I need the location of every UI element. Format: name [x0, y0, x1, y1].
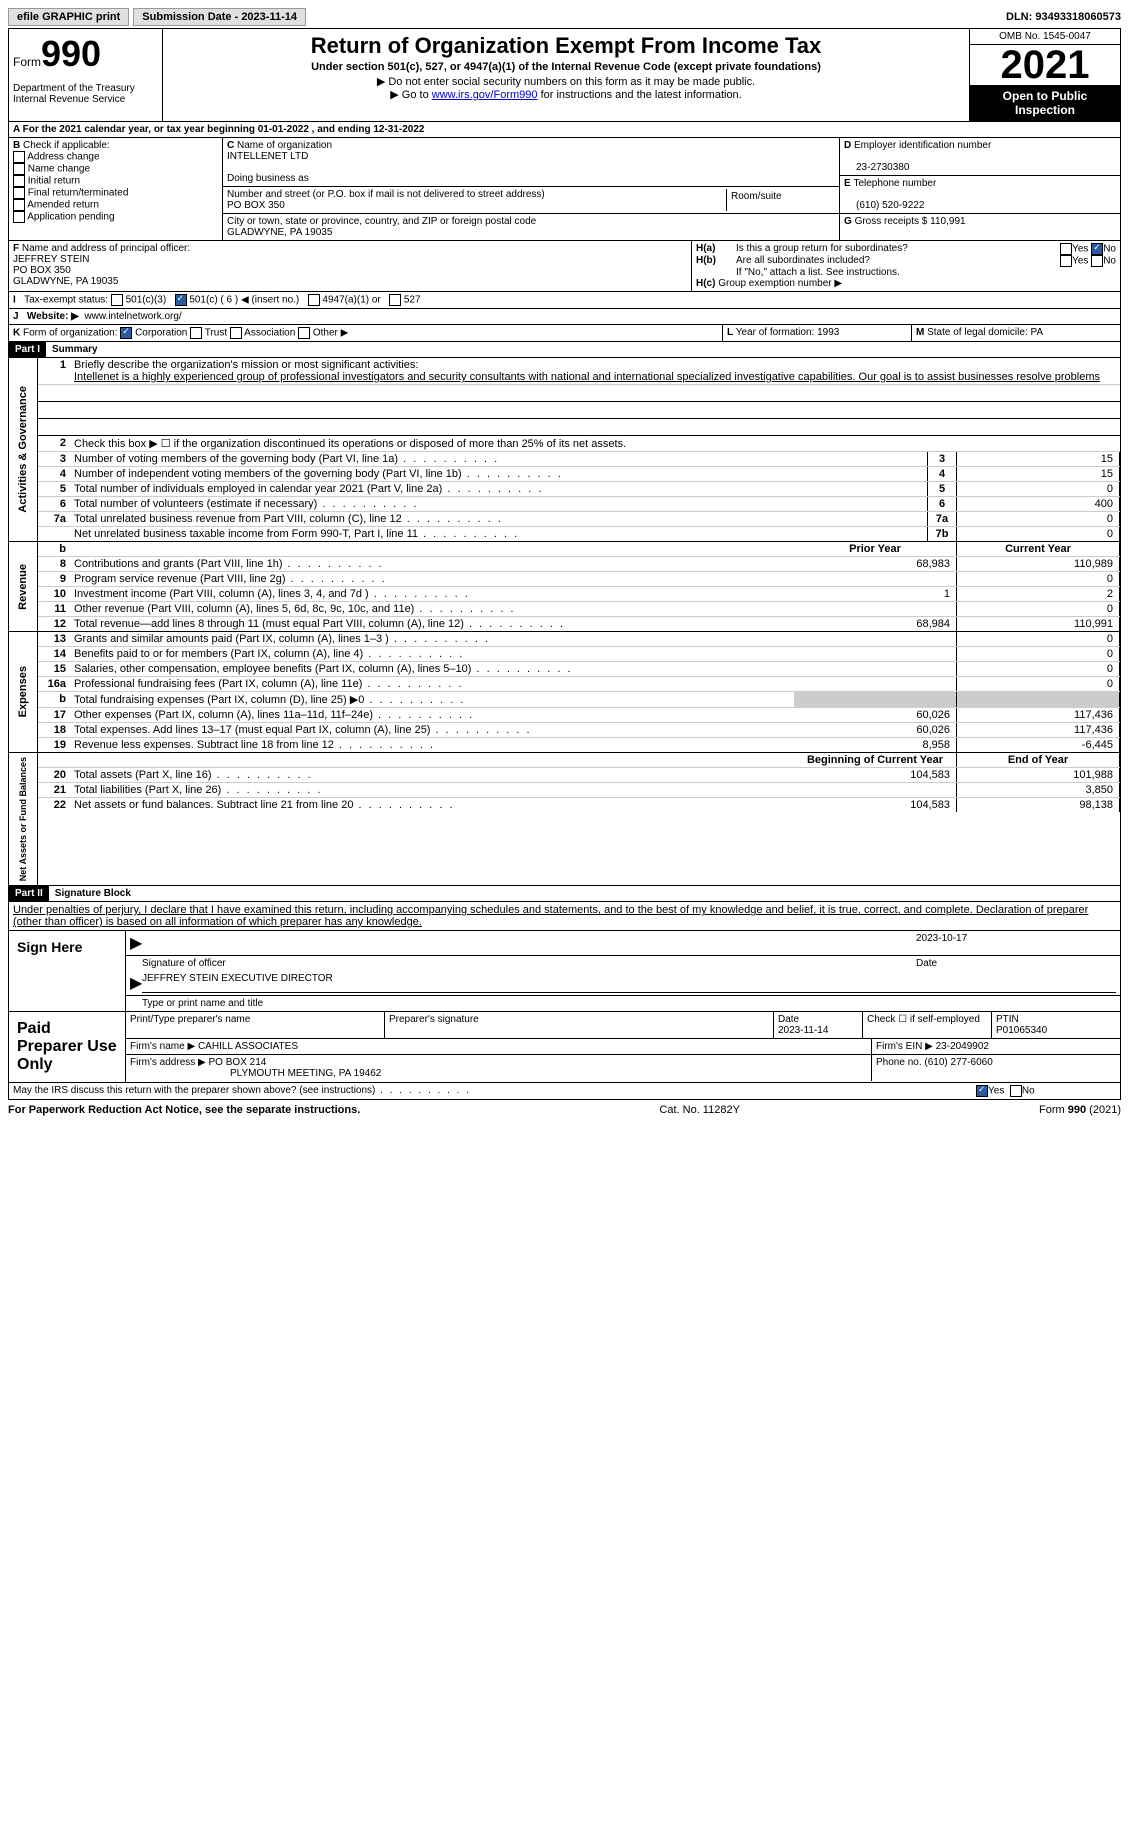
form-number: 990 [41, 33, 101, 74]
paid-preparer-label: Paid Preparer Use Only [9, 1012, 126, 1082]
line-a: A For the 2021 calendar year, or tax yea… [9, 122, 1120, 137]
firm-ein: 23-2049902 [936, 1041, 989, 1052]
firm-phone: (610) 277-6060 [924, 1057, 992, 1068]
note-ssn: Do not enter social security numbers on … [167, 75, 965, 88]
form-title: Return of Organization Exempt From Incom… [167, 33, 965, 59]
self-employed-check[interactable]: Check ☐ if self-employed [863, 1012, 992, 1038]
net-label: Net Assets or Fund Balances [16, 753, 30, 885]
rev-label: Revenue [15, 560, 31, 614]
ptin: P01065340 [996, 1025, 1047, 1036]
declaration: Under penalties of perjury, I declare th… [9, 902, 1120, 930]
phone: (610) 520-9222 [844, 200, 924, 211]
sign-here-label: Sign Here [9, 931, 126, 1011]
prep-sig-label: Preparer's signature [385, 1012, 774, 1038]
col-end: End of Year [957, 753, 1120, 767]
sig-date: 2023-10-17 [916, 933, 1116, 953]
org-city: GLADWYNE, PA 19035 [227, 227, 332, 238]
prep-name-label: Print/Type preparer's name [126, 1012, 385, 1038]
col-current: Current Year [957, 542, 1120, 556]
col-prior: Prior Year [794, 542, 957, 556]
q1: Briefly describe the organization's miss… [70, 358, 1120, 384]
form-header: Form990 Department of the Treasury Inter… [8, 28, 1121, 122]
block-d-e-g: D Employer identification number 23-2730… [839, 138, 1120, 240]
block-f: F Name and address of principal officer:… [9, 241, 691, 291]
block-h: H(a)Is this a group return for subordina… [691, 241, 1120, 291]
discuss-question: May the IRS discuss this return with the… [9, 1083, 972, 1099]
tax-year: 2021 [970, 45, 1120, 85]
footer-left: For Paperwork Reduction Act Notice, see … [8, 1104, 360, 1116]
q2: Check this box ▶ ☐ if the organization d… [70, 436, 1120, 451]
block-c: C Name of organization INTELLENET LTD Do… [222, 138, 839, 240]
part2-header: Part II [9, 886, 49, 901]
line-l: L Year of formation: 1993 [722, 325, 911, 341]
exp-label: Expenses [15, 662, 31, 721]
officer-name: JEFFREY STEIN EXECUTIVE DIRECTOR [142, 973, 1116, 993]
line-i: I Tax-exempt status: 501(c)(3) 501(c) ( … [9, 292, 1120, 308]
line-k: K Form of organization: Corporation Trus… [9, 325, 722, 341]
submission-button[interactable]: Submission Date - 2023-11-14 [133, 8, 306, 26]
footer-mid: Cat. No. 11282Y [659, 1104, 740, 1116]
note-link: ▶ Go to www.irs.gov/Form990 for instruct… [167, 88, 965, 101]
ein: 23-2730380 [844, 162, 909, 173]
form-label: Form [13, 55, 41, 69]
line-m: M State of legal domicile: PA [911, 325, 1120, 341]
dept-text: Department of the Treasury Internal Reve… [13, 83, 158, 105]
efile-button[interactable]: efile GRAPHIC print [8, 8, 129, 26]
org-name: INTELLENET LTD [227, 151, 308, 162]
form-subtitle: Under section 501(c), 527, or 4947(a)(1)… [167, 61, 965, 73]
part1-header: Part I [9, 342, 46, 357]
open-inspection: Open to Public Inspection [970, 85, 1120, 121]
gross-receipts: 110,991 [930, 216, 965, 227]
gov-label: Activities & Governance [15, 382, 31, 517]
irs-link[interactable]: www.irs.gov/Form990 [432, 89, 538, 101]
block-b: B Check if applicable: Address change Na… [9, 138, 222, 240]
website: www.intelnetwork.org/ [84, 311, 181, 322]
topbar: efile GRAPHIC print Submission Date - 20… [8, 8, 1121, 26]
line-j: J Website: ▶ www.intelnetwork.org/ [9, 309, 1120, 324]
part2-title: Signature Block [49, 886, 137, 901]
org-address: PO BOX 350 [227, 200, 285, 211]
col-begin: Beginning of Current Year [794, 753, 957, 767]
part1-title: Summary [46, 342, 104, 357]
footer-right: Form 990 (2021) [1039, 1104, 1121, 1116]
dln-text: DLN: 93493318060573 [1006, 11, 1121, 23]
firm-name: CAHILL ASSOCIATES [198, 1041, 298, 1052]
